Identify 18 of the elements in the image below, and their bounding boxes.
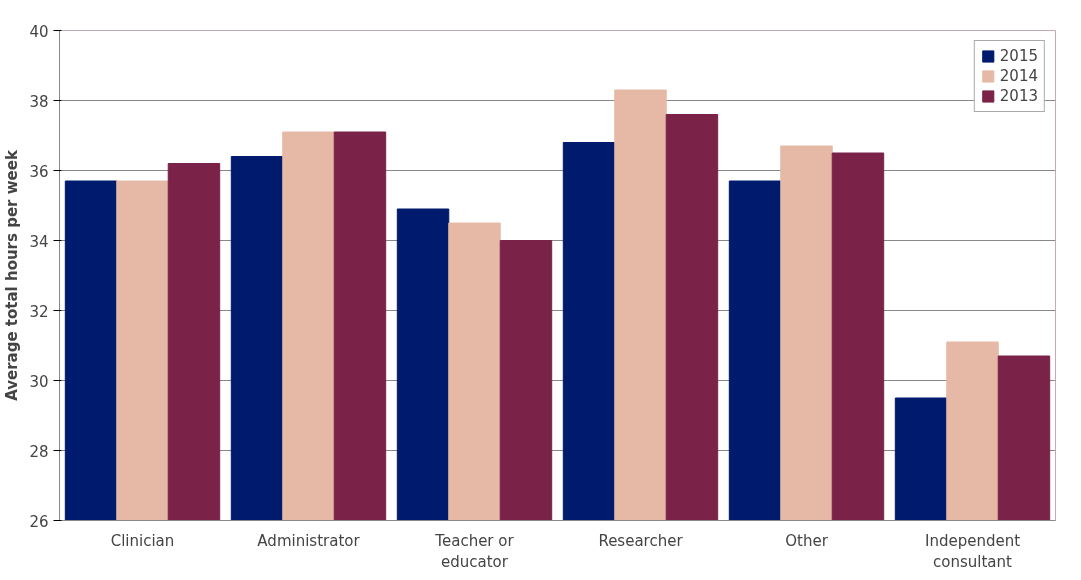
x-tick-label: Clinician [110, 531, 175, 550]
x-tick-label: Independent consultant [924, 531, 1021, 572]
y-tick-label: 32 [29, 302, 49, 321]
legend-label: 2013 [999, 87, 1038, 105]
legend-label: 2015 [999, 47, 1038, 65]
y-tick-label: 30 [29, 372, 49, 391]
x-tick-label: Administrator [257, 531, 361, 550]
x-tick-label: Researcher [598, 531, 684, 550]
y-axis-title: Average total hours per week [3, 149, 22, 401]
y-tick-label: 36 [29, 162, 49, 181]
y-tick-label: 26 [29, 512, 49, 531]
y-tick-label: 38 [29, 92, 49, 111]
x-tick-label: Teacher or educator [434, 531, 515, 572]
x-tick-label: Other [785, 531, 829, 550]
legend-label: 2014 [999, 67, 1038, 85]
y-tick-label: 40 [29, 22, 49, 41]
y-tick-label: 34 [29, 232, 49, 251]
y-tick-label: 28 [29, 442, 49, 461]
